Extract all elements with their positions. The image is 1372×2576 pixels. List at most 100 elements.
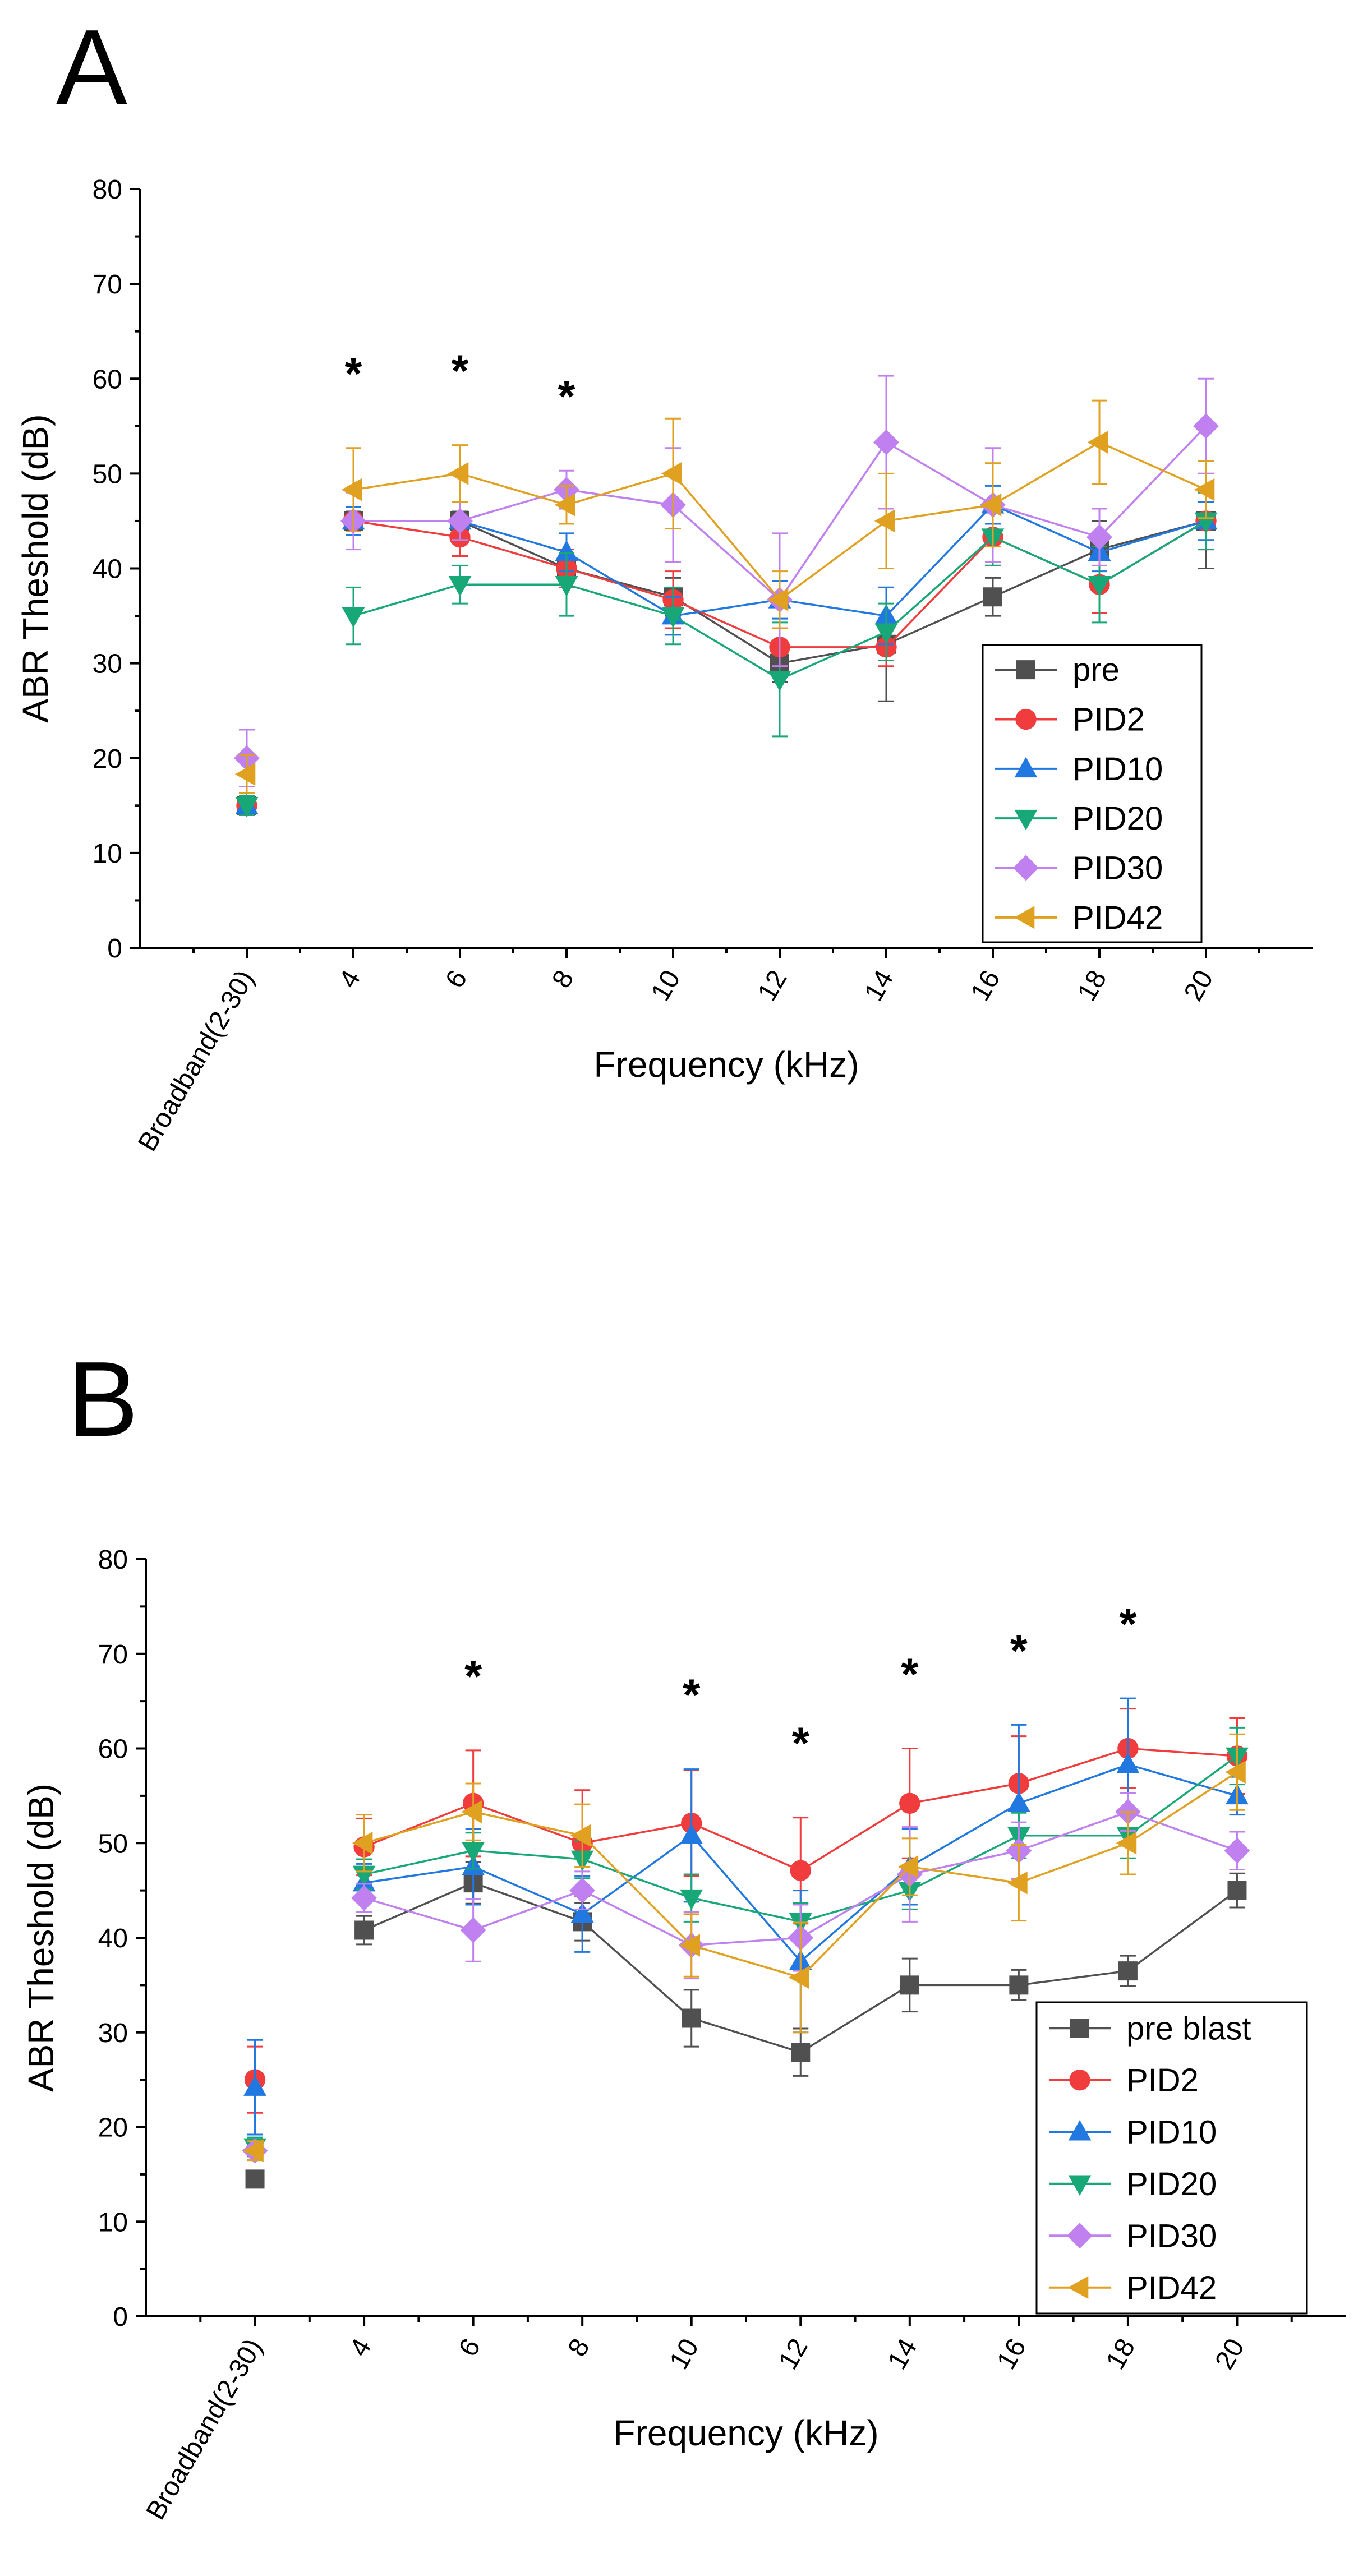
data-point [980,493,1002,517]
y-tick-label: 0 [113,2302,128,2332]
significance-star: * [464,1651,482,1701]
significance-star: * [683,1670,701,1720]
significance-star: * [558,371,575,421]
data-point [873,429,899,455]
legend: pre blast PID2 PID10 PID20 PID30 PID42 [1035,2001,1308,2315]
data-point [243,2139,264,2163]
x-tick-label: 18 [1101,2334,1141,2375]
y-tick-label: 80 [98,1545,128,1575]
data-point [1118,1961,1138,1981]
data-point [570,1824,591,1847]
legend-marker [1013,855,1039,881]
x-tick-label: 6 [440,965,473,993]
data-point [570,1902,594,1923]
data-point [790,1860,811,1881]
y-tick-label: 10 [93,839,122,869]
y-tick-label: 20 [93,744,122,774]
data-point [234,763,256,786]
x-tick-label: 12 [752,965,793,1006]
x-tick-label: 8 [562,2334,595,2362]
data-point [1007,1791,1030,1812]
legend-label: PID2 [1126,2062,1199,2099]
data-point [1194,478,1215,501]
data-point [569,1877,596,1904]
y-tick-label: 20 [98,2113,128,2143]
x-tick-label: Broadband(2-30) [141,2334,268,2525]
data-point [1007,1871,1028,1895]
data-point [554,493,575,517]
legend-label: PID42 [1072,900,1163,936]
y-tick-label: 10 [98,2208,128,2237]
y-tick-label: 60 [98,1735,128,1764]
y-tick-label: 50 [98,1829,128,1859]
data-point [448,575,472,597]
legend-label: PID42 [1126,2270,1217,2306]
legend-label: pre blast [1126,2010,1251,2047]
data-point [791,2043,811,2062]
data-point [235,797,259,818]
data-point [341,478,362,501]
data-point [448,462,469,485]
data-point [1116,1831,1137,1855]
data-point [460,1917,486,1943]
x-tick-label: 16 [965,965,1006,1006]
x-tick-label: 14 [882,2334,923,2375]
data-point [555,540,578,561]
data-point [874,509,895,533]
data-point [461,1800,482,1823]
significance-star: * [792,1718,810,1768]
x-axis-title: Frequency (kHz) [594,1044,859,1085]
data-point [245,2169,265,2189]
x-tick-label: Broadband(2-30) [132,965,260,1156]
x-tick-label: 16 [991,2334,1032,2375]
legend-marker [1070,2019,1089,2038]
data-point [680,1889,703,1910]
legend-marker [1068,2175,1092,2196]
legend-marker [1067,2223,1093,2249]
y-tick-label: 60 [93,365,122,394]
data-point [900,1975,919,1995]
y-tick-label: 70 [93,270,122,299]
x-tick-label: 4 [344,2334,377,2362]
significance-star: * [901,1649,919,1699]
data-point [679,1934,701,1957]
data-point [351,1885,377,1911]
legend-label: PID30 [1072,850,1163,887]
data-point [899,1792,920,1814]
significance-star: * [451,345,469,395]
data-point [767,588,789,611]
y-tick-label: 0 [107,934,122,964]
y-tick-label: 30 [93,649,122,679]
legend-label: PID10 [1126,2114,1217,2150]
legend-marker [1014,757,1038,778]
x-tick-label: 20 [1209,2334,1250,2375]
data-point [1227,1881,1247,1900]
legend-marker [1016,660,1035,680]
y-axis-title: ABR Theshold (dB) [15,414,56,722]
data-point [1116,1752,1140,1773]
legend-marker [1067,2276,1089,2299]
legend-label: PID2 [1072,702,1145,738]
y-axis-title: ABR Theshold (dB) [21,1784,61,2092]
x-tick-label: 4 [333,965,366,993]
data-point [983,587,1002,607]
x-tick-label: 6 [453,2334,486,2362]
legend-box [1035,2001,1308,2315]
y-tick-label: 30 [98,2019,128,2048]
legend-box [982,644,1203,943]
data-point [342,607,365,628]
data-point [661,462,682,485]
legend-label: pre [1072,652,1120,688]
legend-marker [1015,708,1037,730]
data-point [1193,413,1219,439]
legend-marker [1014,906,1035,929]
data-point [1087,431,1108,454]
y-tick-label: 50 [93,459,122,489]
data-point [462,1842,485,1863]
y-tick-label: 40 [93,555,122,584]
data-point [555,575,578,597]
data-point [897,1855,919,1878]
x-tick-label: 18 [1072,965,1113,1006]
data-point [1088,575,1111,597]
